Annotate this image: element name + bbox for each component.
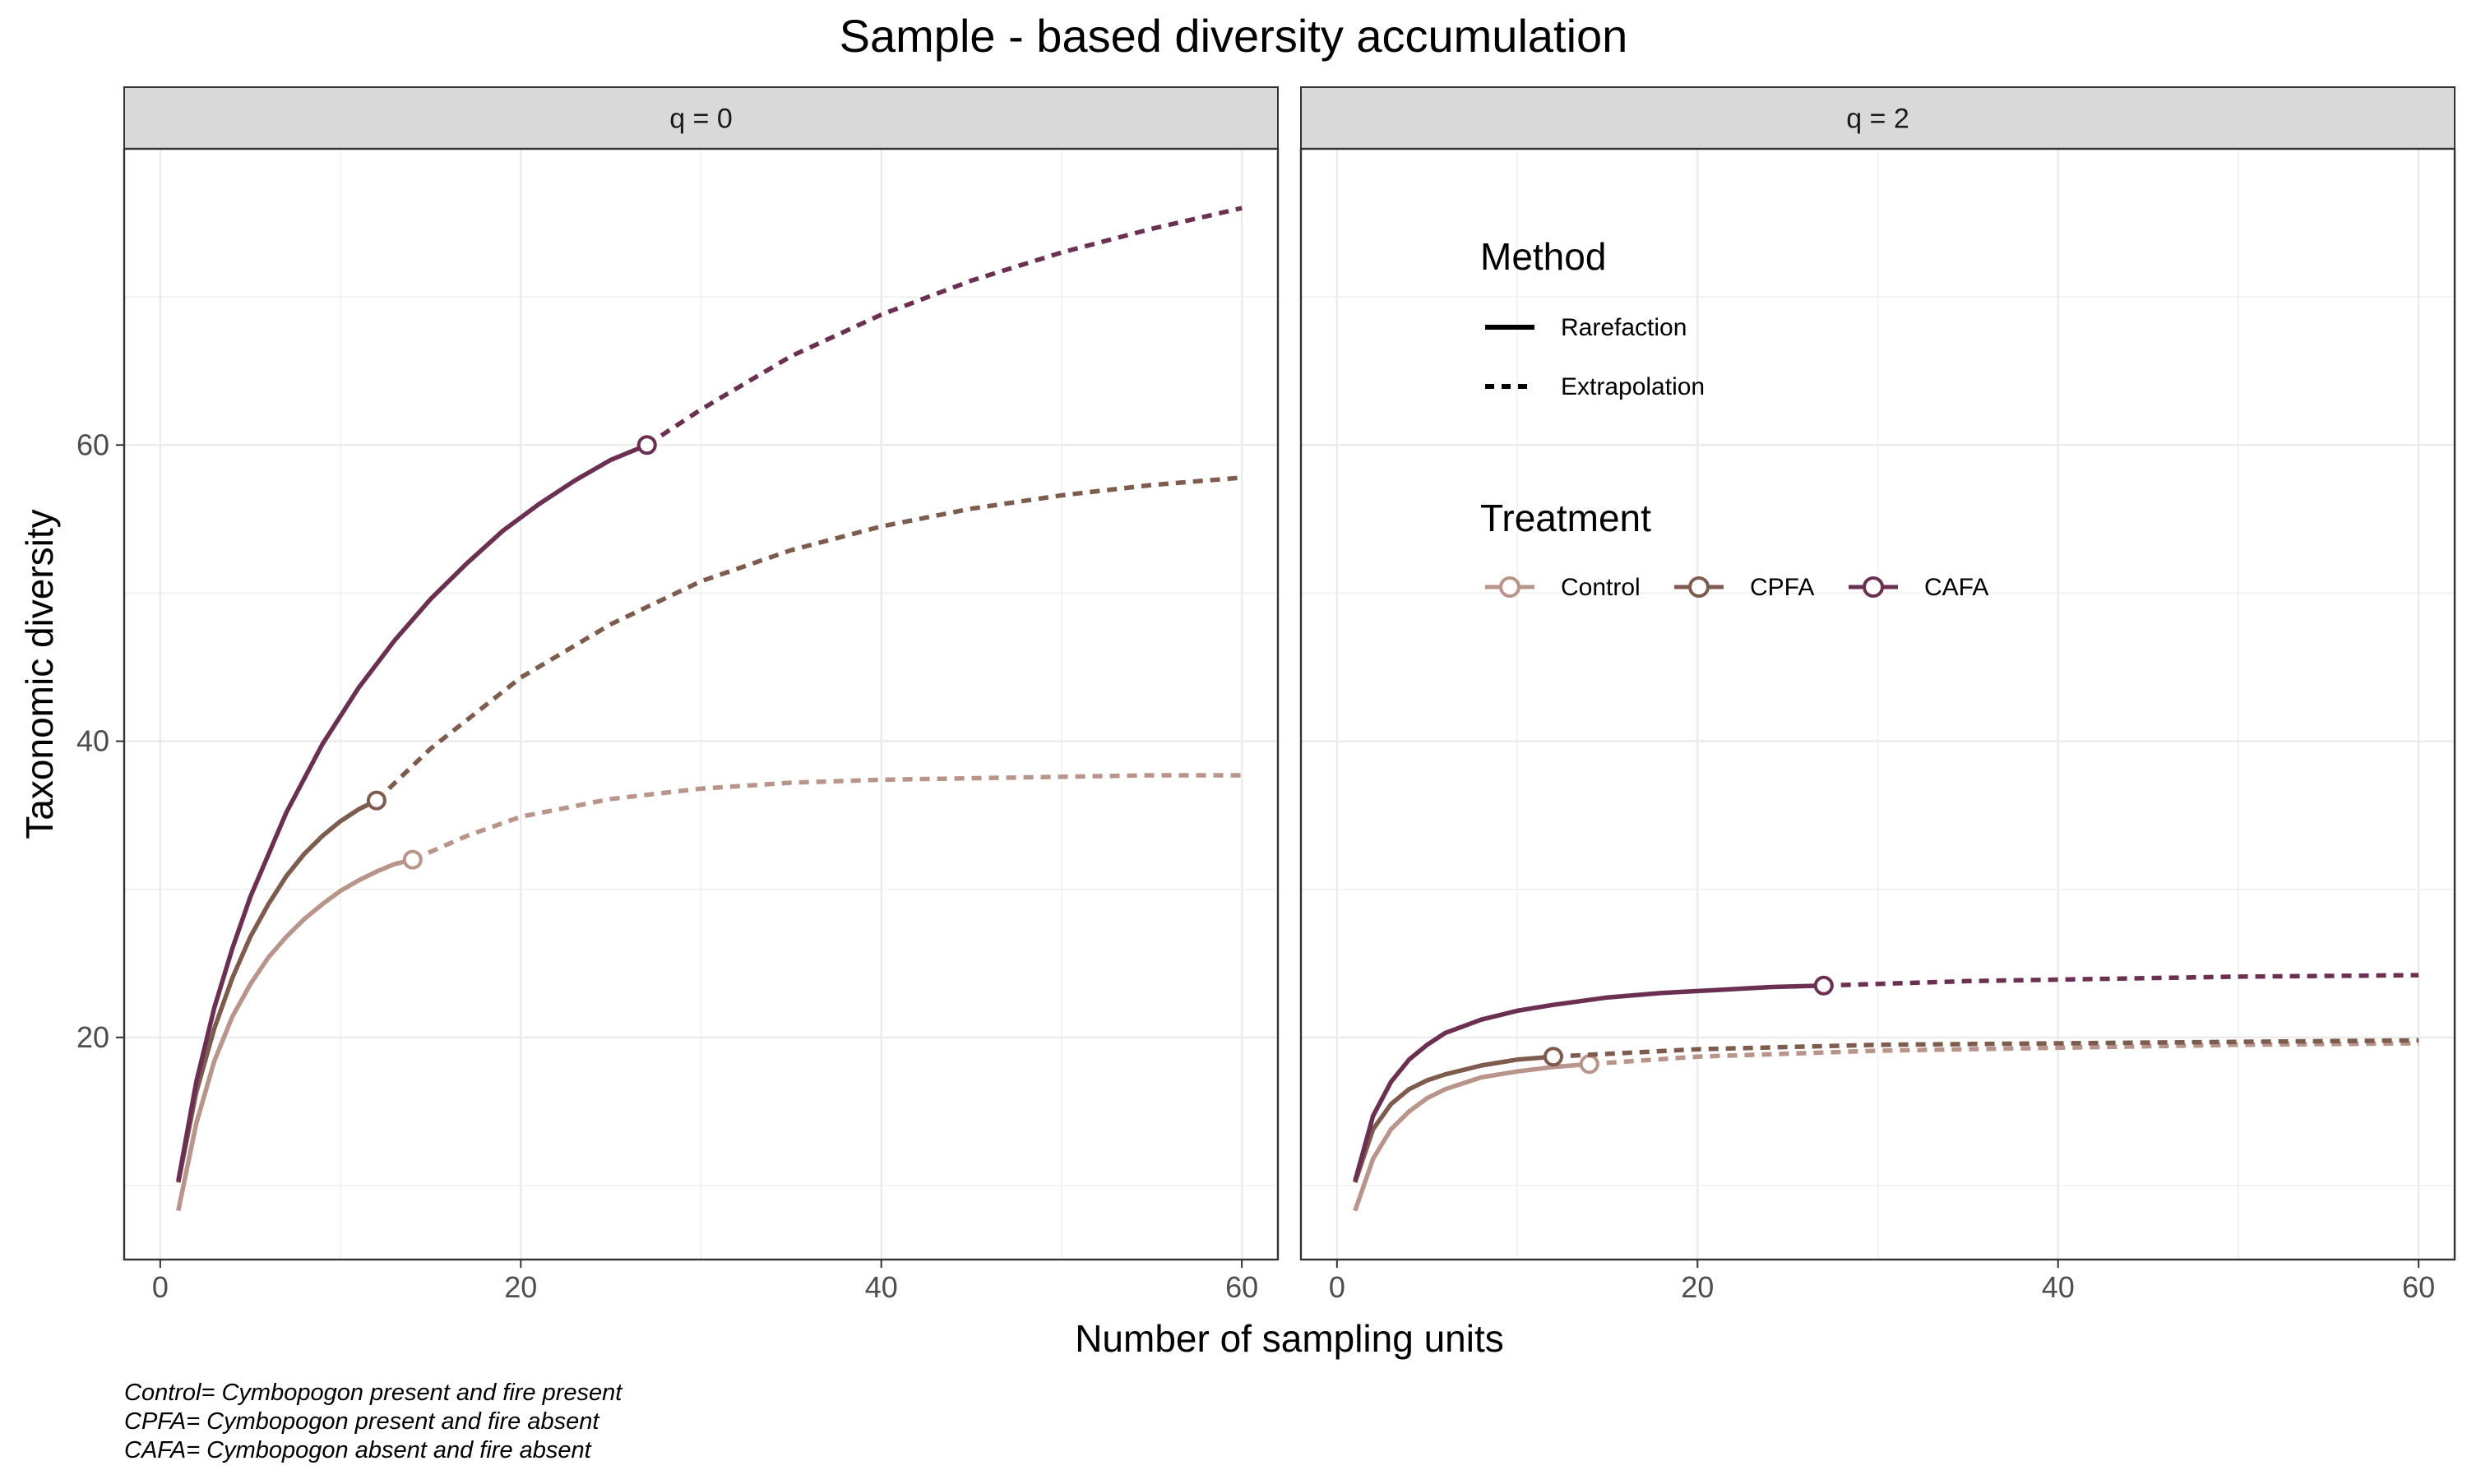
panel-q-0-border [123, 147, 1280, 1261]
legend-control-label: Control [1561, 574, 1641, 601]
panel-q-2-control-extrapolation-line [1589, 1041, 2419, 1066]
panel-q-2-strip-label: q = 2 [1846, 104, 1909, 135]
panel-q-2-cpfa-extrapolation-line [1553, 1038, 2419, 1059]
panel-q-0-x-tick-label: 40 [865, 1270, 898, 1304]
panel-q-0: q = 0 0 20 40 60 20 40 60 [76, 86, 1280, 1304]
panel-q-2-x-tick-label: 20 [1681, 1270, 1714, 1304]
legend-control-point [1499, 576, 1520, 598]
panel-q-0-control-extrapolation-line [411, 773, 1243, 862]
legend-extrapolation-label: Extrapolation [1561, 373, 1705, 400]
panel-q-0-strip-label: q = 0 [669, 104, 733, 135]
panel-q-2-cpfa-observed-point [1543, 1047, 1563, 1067]
panel-q-0-cpfa-observed-point [366, 790, 386, 811]
panel-q-0-cafa-observed-point [636, 435, 657, 455]
panel-q-0-cafa-extrapolation-line [646, 206, 1243, 447]
panel-q-2-x-tick-label: 60 [2402, 1270, 2435, 1304]
panel-q-0-cafa-rarefaction-line [176, 442, 648, 1181]
caption-line-cafa: CAFA= Cymbopogon absent and fire absent [124, 1437, 593, 1463]
caption: Control= Cymbopogon present and fire pre… [124, 1380, 623, 1463]
panel-q-2-control-observed-point [1579, 1054, 1599, 1075]
panel-q-2-cafa-rarefaction-line [1353, 983, 1824, 1182]
x-axis-title: Number of sampling units [1075, 1317, 1504, 1360]
y-tick-label: 60 [76, 428, 109, 461]
legend-cafa-label: CAFA [1924, 574, 1988, 601]
panel-q-0-x-tick-label: 60 [1225, 1270, 1258, 1304]
y-tick-label: 20 [76, 1020, 109, 1054]
panel-q-2-cpfa-rarefaction-line [1353, 1054, 1554, 1184]
chart-title: Sample - based diversity accumulation [840, 10, 1628, 62]
panel-q-2-control-rarefaction-line [1353, 1061, 1590, 1212]
panel-q-0-x-tick-label: 0 [152, 1270, 169, 1304]
panel-q-0-cpfa-extrapolation-line [374, 475, 1243, 802]
panel-q-2-x-tick-label: 0 [1329, 1270, 1345, 1304]
panel-q-2-cafa-extrapolation-line [1823, 973, 2419, 988]
panel-q-2-cafa-observed-point [1813, 975, 1834, 996]
legend-treatment-title: Treatment [1480, 497, 1651, 539]
y-axis-title: Taxonomic diversity [18, 509, 61, 839]
panels: q = 0 0 20 40 60 20 40 60 q = 2 0 20 40 60 [76, 86, 2456, 1304]
legend-cafa-point [1863, 576, 1884, 598]
panel-q-2: q = 2 0 20 40 60 [1299, 86, 2456, 1304]
y-tick-label: 40 [76, 724, 109, 758]
panel-q-0-cpfa-rarefaction-line [176, 798, 378, 1183]
panel-q-2-strip [1300, 86, 2455, 150]
legend-method-title: Method [1480, 235, 1606, 278]
panel-q-2-border [1299, 147, 2456, 1261]
caption-line-cpfa: CPFA= Cymbopogon present and fire absent [124, 1408, 600, 1435]
legend-cpfa-point [1688, 576, 1710, 598]
panel-q-2-x-tick-label: 40 [2042, 1270, 2075, 1304]
panel-q-0-x-tick-label: 20 [504, 1270, 537, 1304]
caption-line-control: Control= Cymbopogon present and fire pre… [124, 1380, 623, 1406]
legend: Method Rarefaction Extrapolation Treatme… [1480, 235, 1988, 601]
legend-rarefaction-label: Rarefaction [1561, 314, 1687, 341]
panel-q-0-strip [123, 86, 1279, 150]
panel-q-0-control-observed-point [402, 849, 423, 870]
legend-cpfa-label: CPFA [1750, 574, 1814, 601]
panel-q-0-control-rarefaction-line [176, 857, 414, 1212]
